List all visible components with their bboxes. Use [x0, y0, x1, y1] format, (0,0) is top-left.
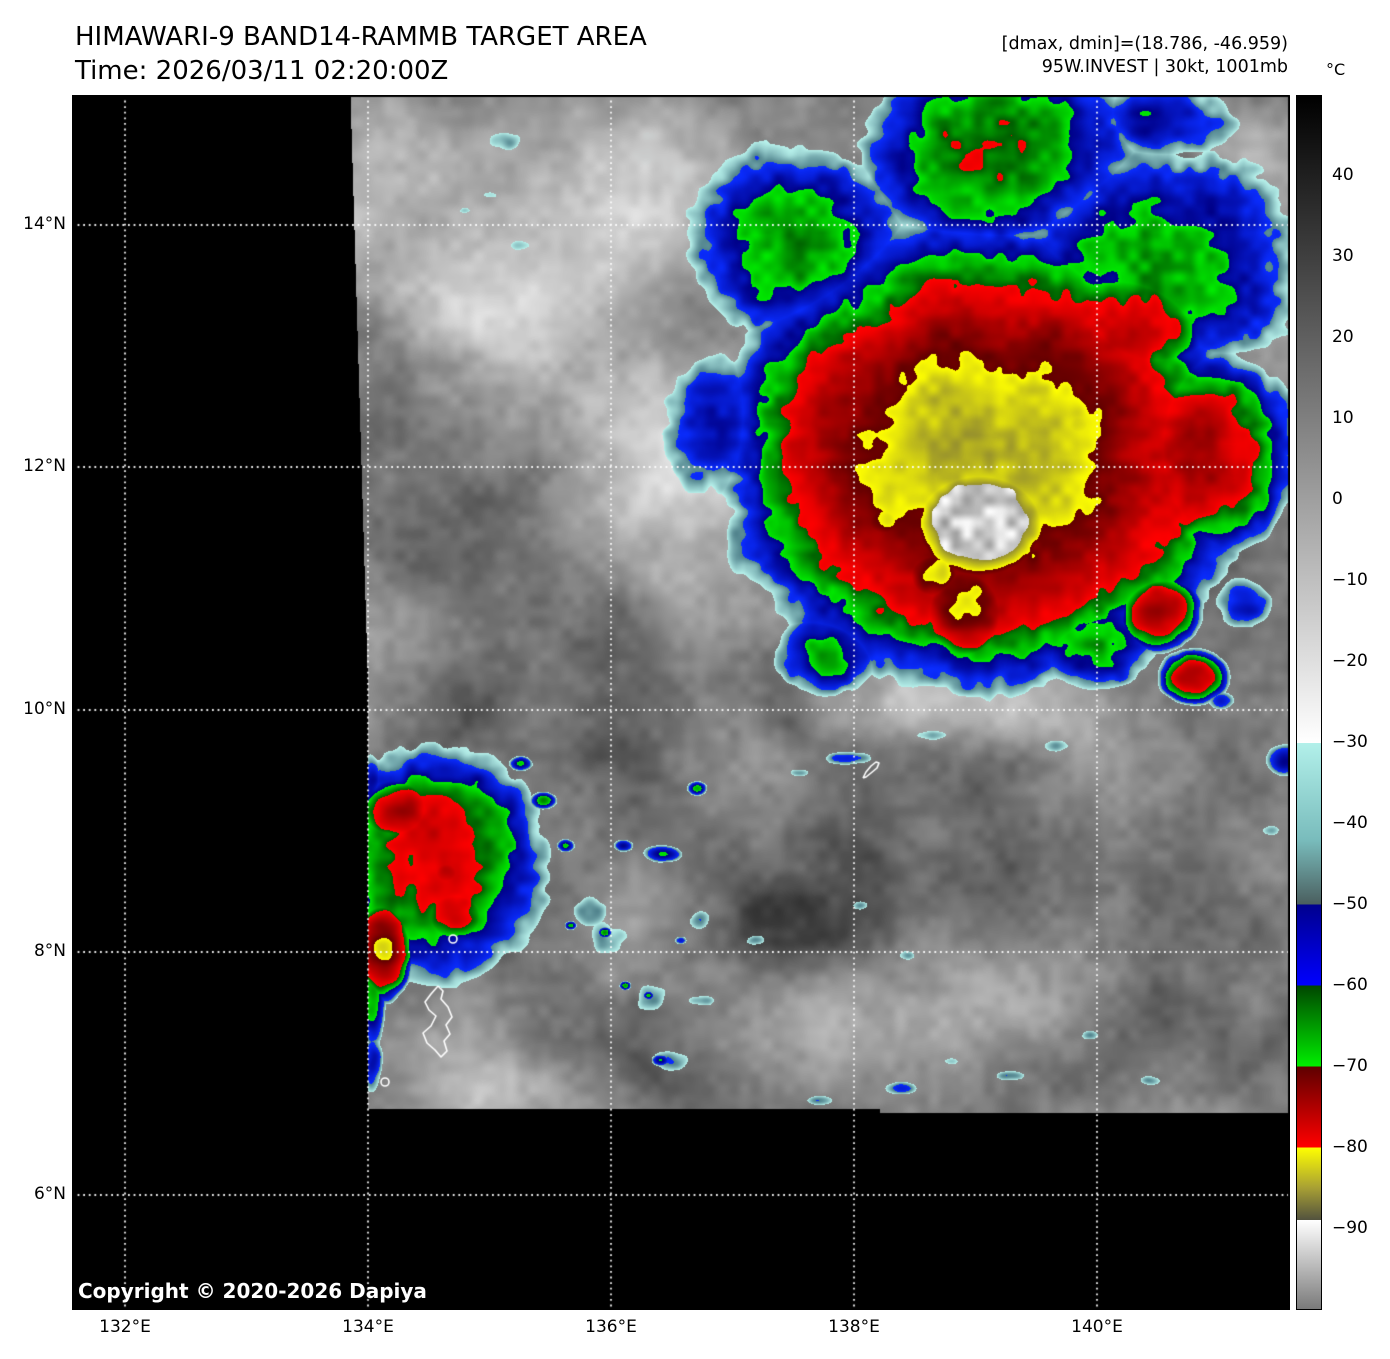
storm-info-label: 95W.INVEST | 30kt, 1001mb [1041, 57, 1288, 77]
satellite-map-image [72, 95, 1290, 1310]
latitude-tick-label: 10°N [23, 699, 66, 719]
colorbar-tick-label: −60 [1332, 975, 1368, 995]
longitude-tick-label: 138°E [828, 1317, 880, 1337]
colorbar-tick-label: 40 [1332, 165, 1354, 185]
colorbar-tick-label: −90 [1332, 1218, 1368, 1238]
copyright-label: Copyright © 2020-2026 Dapiya [78, 1279, 427, 1303]
dmax-dmin-label: [dmax, dmin]=(18.786, -46.959) [1001, 34, 1288, 54]
colorbar-tick-label: −10 [1332, 570, 1368, 590]
colorbar-tick-label: −80 [1332, 1137, 1368, 1157]
colorbar-tick-label: −20 [1332, 651, 1368, 671]
info-block: [dmax, dmin]=(18.786, -46.959) 95W.INVES… [1002, 33, 1288, 79]
latitude-tick-label: 8°N [33, 941, 66, 961]
figure-time: Time: 2026/03/11 02:20:00Z [75, 56, 449, 86]
colorbar-tick-label: −70 [1332, 1056, 1368, 1076]
latitude-tick-label: 12°N [23, 456, 66, 476]
colorbar-tick-label: 30 [1332, 246, 1354, 266]
colorbar-tick-label: 10 [1332, 408, 1354, 428]
colorbar-tick-label: −40 [1332, 813, 1368, 833]
latitude-tick-label: 6°N [33, 1184, 66, 1204]
colorbar-tick-label: 20 [1332, 327, 1354, 347]
longitude-tick-label: 132°E [99, 1317, 151, 1337]
colorbar-tick-label: −50 [1332, 894, 1368, 914]
colorbar [1296, 95, 1322, 1310]
longitude-tick-label: 136°E [585, 1317, 637, 1337]
colorbar-tick-label: −30 [1332, 732, 1368, 752]
longitude-tick-label: 140°E [1071, 1317, 1123, 1337]
figure-title: HIMAWARI-9 BAND14-RAMMB TARGET AREA [75, 22, 647, 52]
longitude-tick-label: 134°E [342, 1317, 394, 1337]
colorbar-unit-label: °C [1326, 60, 1346, 79]
colorbar-tick-label: 0 [1332, 489, 1343, 509]
latitude-tick-label: 14°N [23, 214, 66, 234]
